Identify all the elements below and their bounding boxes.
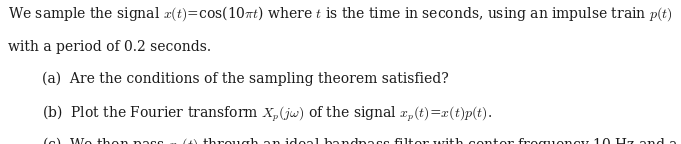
Text: (a)  Are the conditions of the sampling theorem satisfied?: (a) Are the conditions of the sampling t… (42, 72, 449, 86)
Text: (c)  We then pass $x_p(t)$ through an ideal bandpass filter with center frequenc: (c) We then pass $x_p(t)$ through an ide… (42, 135, 679, 144)
Text: (b)  Plot the Fourier transform $X_p(j\omega)$ of the signal $x_p(t)$=$x(t)p(t)$: (b) Plot the Fourier transform $X_p(j\om… (42, 104, 492, 124)
Text: We sample the signal $x(t)$=cos(10$\pi t$) where $t$ is the time in seconds, usi: We sample the signal $x(t)$=cos(10$\pi t… (8, 4, 673, 23)
Text: with a period of 0.2 seconds.: with a period of 0.2 seconds. (8, 40, 211, 54)
